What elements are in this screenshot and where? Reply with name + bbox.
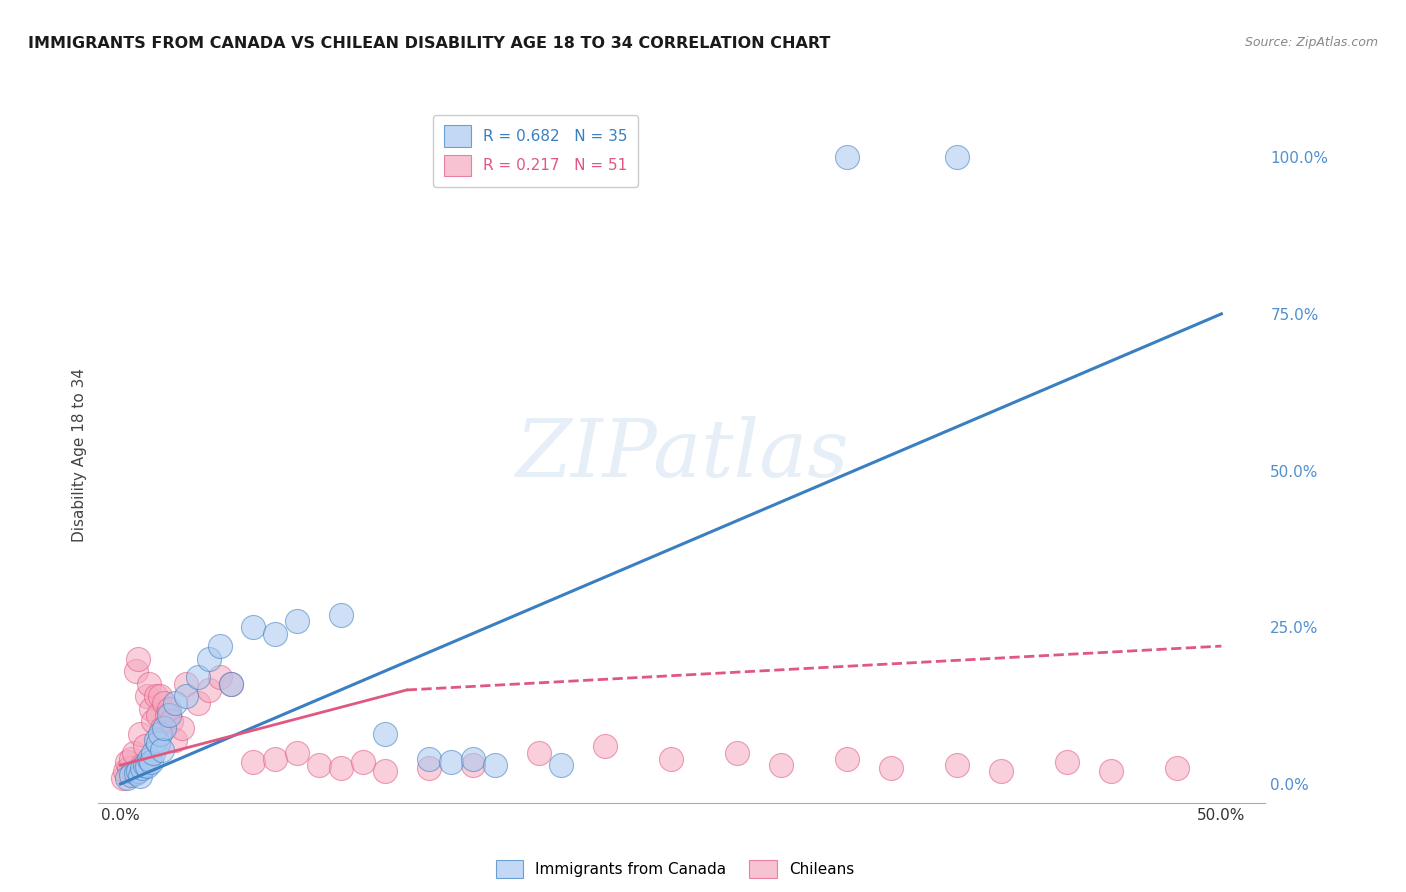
Point — [835, 752, 858, 766]
Point — [150, 721, 173, 735]
Point — [153, 721, 176, 735]
Point — [141, 702, 163, 716]
Point — [725, 746, 748, 760]
Point — [118, 761, 141, 775]
Point — [141, 755, 163, 769]
Point — [157, 702, 180, 716]
Point — [120, 752, 142, 766]
Point — [285, 746, 308, 760]
Point — [127, 651, 149, 665]
Point — [461, 752, 484, 766]
Point — [208, 670, 231, 684]
Point — [329, 761, 352, 775]
Point — [145, 690, 167, 704]
Point — [134, 739, 156, 754]
Point — [1166, 761, 1188, 775]
Point — [122, 746, 145, 760]
Point — [186, 696, 208, 710]
Point — [157, 708, 180, 723]
Point — [1056, 755, 1078, 769]
Point — [156, 708, 179, 723]
Point — [990, 764, 1012, 779]
Point — [208, 639, 231, 653]
Point — [659, 752, 682, 766]
Point — [127, 764, 149, 779]
Point — [165, 733, 187, 747]
Point — [418, 752, 440, 766]
Text: IMMIGRANTS FROM CANADA VS CHILEAN DISABILITY AGE 18 TO 34 CORRELATION CHART: IMMIGRANTS FROM CANADA VS CHILEAN DISABI… — [28, 36, 831, 51]
Point — [149, 727, 172, 741]
Point — [197, 651, 219, 665]
Point — [131, 761, 153, 775]
Point — [131, 758, 153, 772]
Point — [242, 620, 264, 634]
Point — [165, 696, 187, 710]
Point — [769, 758, 792, 772]
Point — [263, 626, 285, 640]
Point — [440, 755, 463, 769]
Point — [135, 690, 157, 704]
Point — [593, 739, 616, 754]
Point — [946, 150, 969, 164]
Point — [153, 696, 176, 710]
Point — [146, 708, 169, 723]
Point — [242, 755, 264, 769]
Point — [527, 746, 550, 760]
Point — [160, 714, 183, 729]
Point — [138, 752, 160, 766]
Point — [146, 736, 169, 750]
Point — [176, 676, 198, 690]
Point — [550, 758, 572, 772]
Point — [145, 733, 167, 747]
Point — [138, 676, 160, 690]
Point — [150, 742, 173, 756]
Y-axis label: Disability Age 18 to 34: Disability Age 18 to 34 — [72, 368, 87, 542]
Point — [142, 714, 165, 729]
Point — [329, 607, 352, 622]
Point — [114, 764, 136, 779]
Point — [374, 727, 396, 741]
Point — [418, 761, 440, 775]
Point — [125, 765, 148, 780]
Point — [835, 150, 858, 164]
Point — [263, 752, 285, 766]
Point — [120, 767, 142, 781]
Point — [134, 758, 156, 772]
Point — [142, 746, 165, 760]
Point — [149, 690, 172, 704]
Point — [484, 758, 506, 772]
Point — [197, 683, 219, 698]
Point — [125, 664, 148, 678]
Point — [176, 690, 198, 704]
Point — [135, 759, 157, 773]
Point — [285, 614, 308, 628]
Text: ZIPatlas: ZIPatlas — [515, 417, 849, 493]
Point — [1099, 764, 1122, 779]
Point — [374, 764, 396, 779]
Point — [115, 755, 138, 769]
Legend: R = 0.682   N = 35, R = 0.217   N = 51: R = 0.682 N = 35, R = 0.217 N = 51 — [433, 115, 638, 187]
Point — [129, 727, 152, 741]
Point — [129, 769, 152, 783]
Point — [111, 771, 134, 785]
Text: Source: ZipAtlas.com: Source: ZipAtlas.com — [1244, 36, 1378, 49]
Point — [880, 761, 903, 775]
Point — [219, 676, 242, 690]
Point — [186, 670, 208, 684]
Point — [115, 771, 138, 785]
Point — [461, 758, 484, 772]
Point — [946, 758, 969, 772]
Legend: Immigrants from Canada, Chileans: Immigrants from Canada, Chileans — [489, 854, 860, 884]
Point — [308, 758, 330, 772]
Point — [352, 755, 374, 769]
Point — [172, 721, 194, 735]
Point — [219, 676, 242, 690]
